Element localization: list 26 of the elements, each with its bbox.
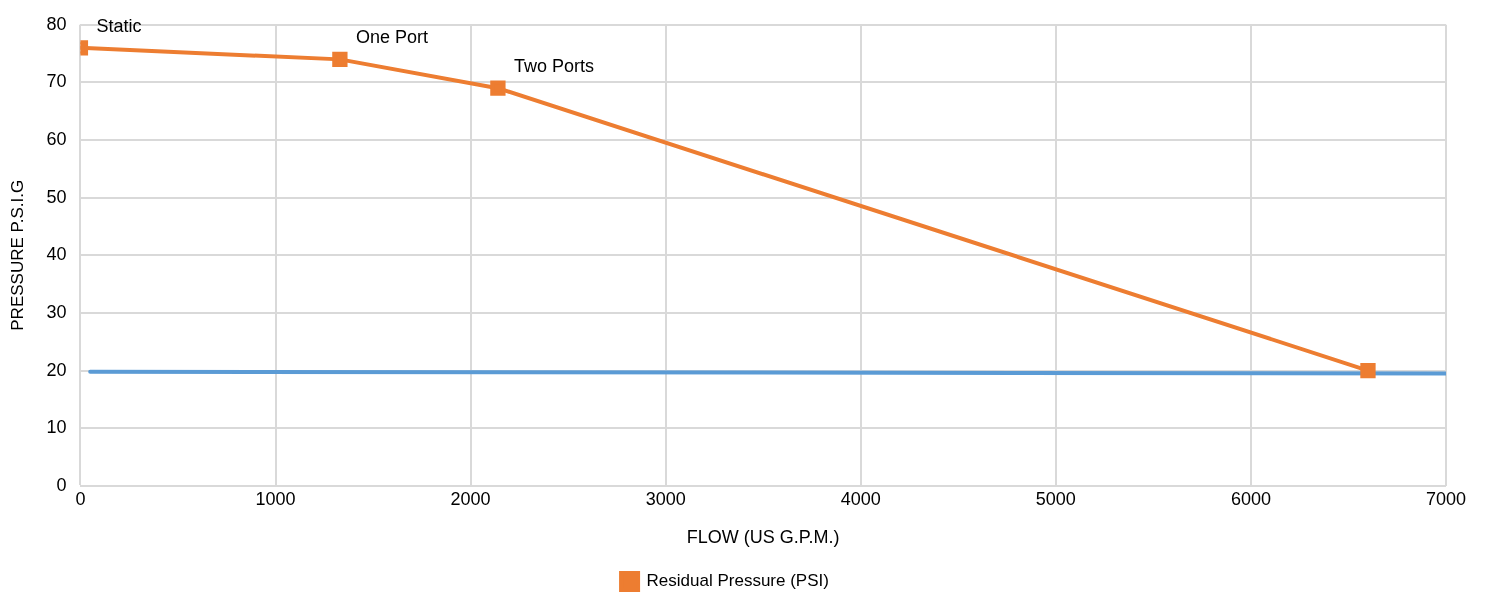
annotation: Static	[96, 15, 142, 36]
y-tick-label: 50	[46, 186, 67, 207]
x-tick-label: 0	[75, 488, 86, 509]
y-tick-label: 20	[46, 359, 67, 380]
x-tick-label: 1000	[255, 488, 296, 509]
x-tick-label: 4000	[840, 488, 881, 509]
y-tick-label: 30	[46, 301, 67, 322]
annotation: One Port	[355, 27, 428, 48]
x-tick-label: 5000	[1035, 488, 1076, 509]
point	[1360, 362, 1376, 379]
point	[490, 80, 506, 96]
y-tick-label: 80	[46, 13, 67, 34]
y-tick-label: 70	[46, 71, 67, 92]
y-tick-label: 60	[46, 129, 67, 150]
x-axis-title: FLOW (US G.P.M.)	[686, 527, 840, 548]
y-tick-label: 0	[56, 474, 67, 495]
annotation: Two Ports	[513, 56, 594, 77]
x-tick-label: 2000	[450, 488, 491, 509]
legend-label: Residual Pressure (PSI)	[646, 571, 829, 591]
point	[332, 51, 348, 68]
y-tick-label: 40	[46, 244, 67, 265]
x-tick-label: 7000	[1425, 488, 1467, 509]
x-tick-label: 6000	[1230, 488, 1271, 509]
x-tick-label: 3000	[645, 488, 686, 509]
y-axis-title: PRESSURE P.S.I.G	[7, 179, 27, 331]
y-tick-label: 10	[46, 417, 67, 438]
